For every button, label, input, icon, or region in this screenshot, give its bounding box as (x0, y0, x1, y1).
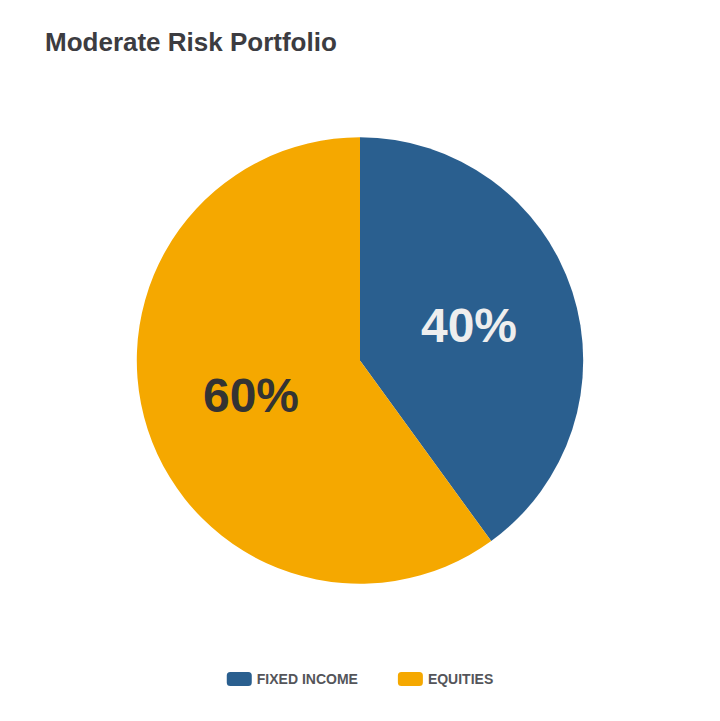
svg-text:FIXED INCOME: FIXED INCOME (257, 671, 358, 687)
svg-text:60%: 60% (203, 369, 299, 422)
svg-text:EQUITIES: EQUITIES (428, 671, 493, 687)
svg-text:Moderate Risk Portfolio: Moderate Risk Portfolio (45, 27, 337, 57)
svg-text:40%: 40% (421, 299, 517, 352)
